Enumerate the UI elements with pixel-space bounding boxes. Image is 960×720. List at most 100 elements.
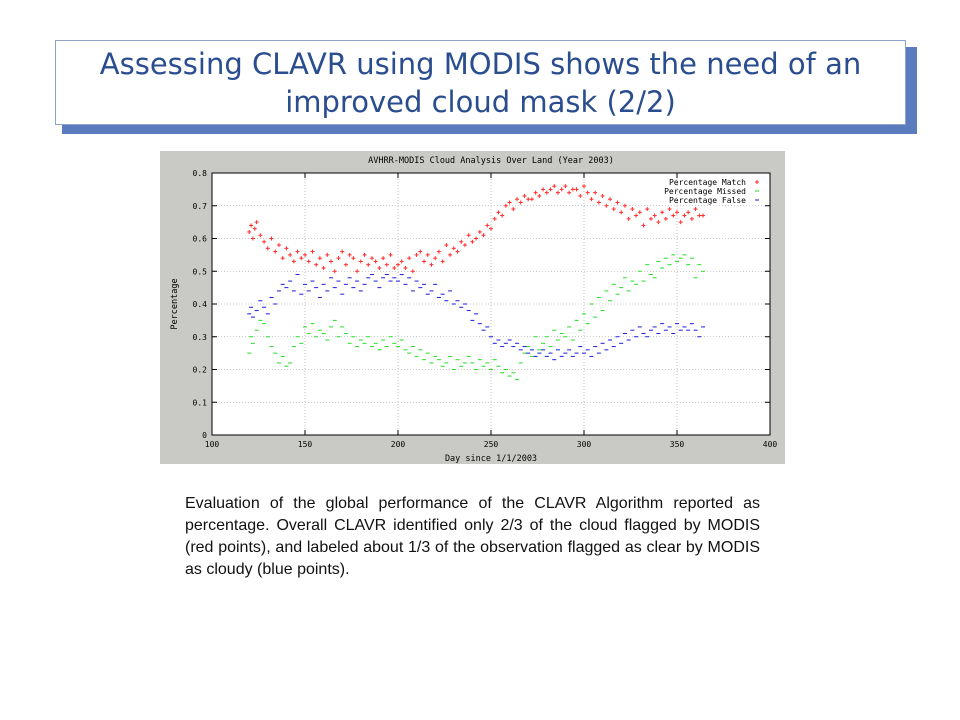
percentage-match-point — [570, 187, 575, 192]
percentage-match-point — [686, 210, 691, 215]
percentage-match-point — [425, 252, 430, 257]
percentage-match-point — [693, 207, 698, 212]
percentage-match-point — [492, 216, 497, 221]
x-tick-label: 400 — [763, 440, 778, 449]
percentage-match-point — [596, 200, 601, 205]
percentage-match-point — [396, 262, 400, 267]
chart-panel: 0 0.1 0.2 0.3 0.4 0.5 0.6 0.7 0.8 100 150 200 250 300… — [160, 151, 785, 464]
percentage-match-point — [701, 213, 706, 218]
percentage-match-point — [418, 249, 423, 254]
percentage-match-point — [303, 252, 307, 257]
percentage-match-point — [533, 190, 538, 195]
percentage-match-point — [280, 256, 285, 261]
percentage-match-point — [325, 252, 330, 257]
percentage-match-point — [548, 187, 553, 192]
percentage-match-point — [384, 262, 389, 267]
percentage-match-point — [515, 197, 520, 202]
percentage-match-point — [258, 233, 263, 238]
percentage-match-point — [362, 252, 367, 257]
percentage-match-point — [377, 265, 382, 270]
percentage-match-point — [518, 200, 523, 205]
percentage-match-point — [470, 239, 475, 244]
percentage-match-point — [671, 213, 676, 218]
percentage-match-point — [648, 216, 653, 221]
percentage-match-point — [526, 197, 531, 202]
percentage-match-point — [582, 184, 586, 189]
x-tick-label: 100 — [205, 440, 220, 449]
percentage-match-point — [351, 256, 356, 261]
scatter-chart: 0 0.1 0.2 0.3 0.4 0.5 0.6 0.7 0.8 100 150 200 250 300… — [160, 151, 785, 464]
percentage-match-point — [291, 259, 296, 264]
percentage-match-point — [477, 229, 482, 234]
x-axis-label: Day since 1/1/2003 — [445, 454, 537, 464]
axis-ticks: 0 0.1 0.2 0.3 0.4 0.5 0.6 0.7 0.8 100 150 200 250 300… — [193, 169, 778, 449]
percentage-match-point — [247, 229, 252, 234]
percentage-match-point — [317, 256, 322, 261]
percentage-match-point — [355, 269, 360, 274]
percentage-match-point — [310, 249, 315, 254]
chart-title: AVHRR-MODIS Cloud Analysis Over Land (Ye… — [368, 156, 614, 166]
percentage-match-point — [619, 210, 624, 215]
percentage-match-point — [332, 269, 337, 274]
percentage-match-point — [347, 252, 352, 257]
percentage-match-point — [503, 203, 508, 208]
percentage-match-point — [262, 239, 267, 244]
percentage-match-point — [295, 249, 300, 254]
percentage-match-point — [284, 246, 289, 251]
percentage-match-point — [273, 249, 278, 254]
percentage-match-point — [641, 223, 646, 228]
percentage-match-point — [689, 216, 694, 221]
percentage-match-point — [249, 223, 254, 228]
percentage-match-point — [634, 213, 639, 218]
percentage-match-point — [429, 262, 434, 267]
percentage-match-point — [500, 213, 505, 218]
percentage-match-point — [585, 190, 590, 195]
percentage-match-point — [440, 259, 445, 264]
legend-label-percentage-missed: Percentage Missed — [664, 187, 746, 196]
percentage-match-point — [622, 203, 627, 208]
percentage-match-point — [314, 262, 319, 267]
percentage-match-point — [265, 246, 270, 251]
percentage-match-point — [637, 210, 642, 215]
percentage-match-point — [544, 190, 549, 195]
percentage-match-point — [410, 269, 415, 274]
percentage-match-point — [466, 233, 471, 238]
percentage-match-point — [422, 259, 427, 264]
percentage-match-point — [448, 252, 453, 257]
percentage-match-point — [675, 210, 679, 215]
percentage-match-point — [269, 236, 274, 241]
percentage-match-point — [589, 197, 594, 202]
y-tick-label: 0.5 — [193, 267, 208, 276]
percentage-match-point — [604, 203, 609, 208]
percentage-match-point — [552, 184, 557, 189]
percentage-match-point — [459, 239, 464, 244]
percentage-match-point — [340, 249, 345, 254]
percentage-match-point — [522, 193, 527, 198]
percentage-match-point — [615, 200, 620, 205]
percentage-match-point — [358, 259, 363, 264]
percentage-match-point — [392, 265, 397, 270]
percentage-match-point — [563, 184, 568, 189]
percentage-match-point — [489, 226, 493, 231]
percentage-match-point — [574, 187, 579, 192]
x-tick-label: 200 — [391, 440, 406, 449]
percentage-match-point — [276, 243, 281, 248]
percentage-match-point — [481, 233, 486, 238]
percentage-match-point — [436, 249, 441, 254]
percentage-match-point — [250, 236, 255, 241]
percentage-match-point — [336, 256, 341, 261]
percentage-match-point — [485, 223, 490, 228]
percentage-match-point — [697, 213, 702, 218]
x-tick-label: 150 — [298, 440, 313, 449]
percentage-match-point — [366, 262, 371, 267]
percentage-match-point — [511, 207, 516, 212]
percentage-match-point — [656, 220, 661, 225]
legend-label-percentage-match: Percentage Match — [669, 178, 746, 187]
percentage-match-point — [682, 213, 687, 218]
percentage-match-point — [254, 220, 259, 225]
percentage-match-point — [403, 265, 408, 270]
percentage-match-point — [567, 190, 572, 195]
percentage-match-point — [652, 213, 657, 218]
percentage-match-point — [559, 187, 564, 192]
